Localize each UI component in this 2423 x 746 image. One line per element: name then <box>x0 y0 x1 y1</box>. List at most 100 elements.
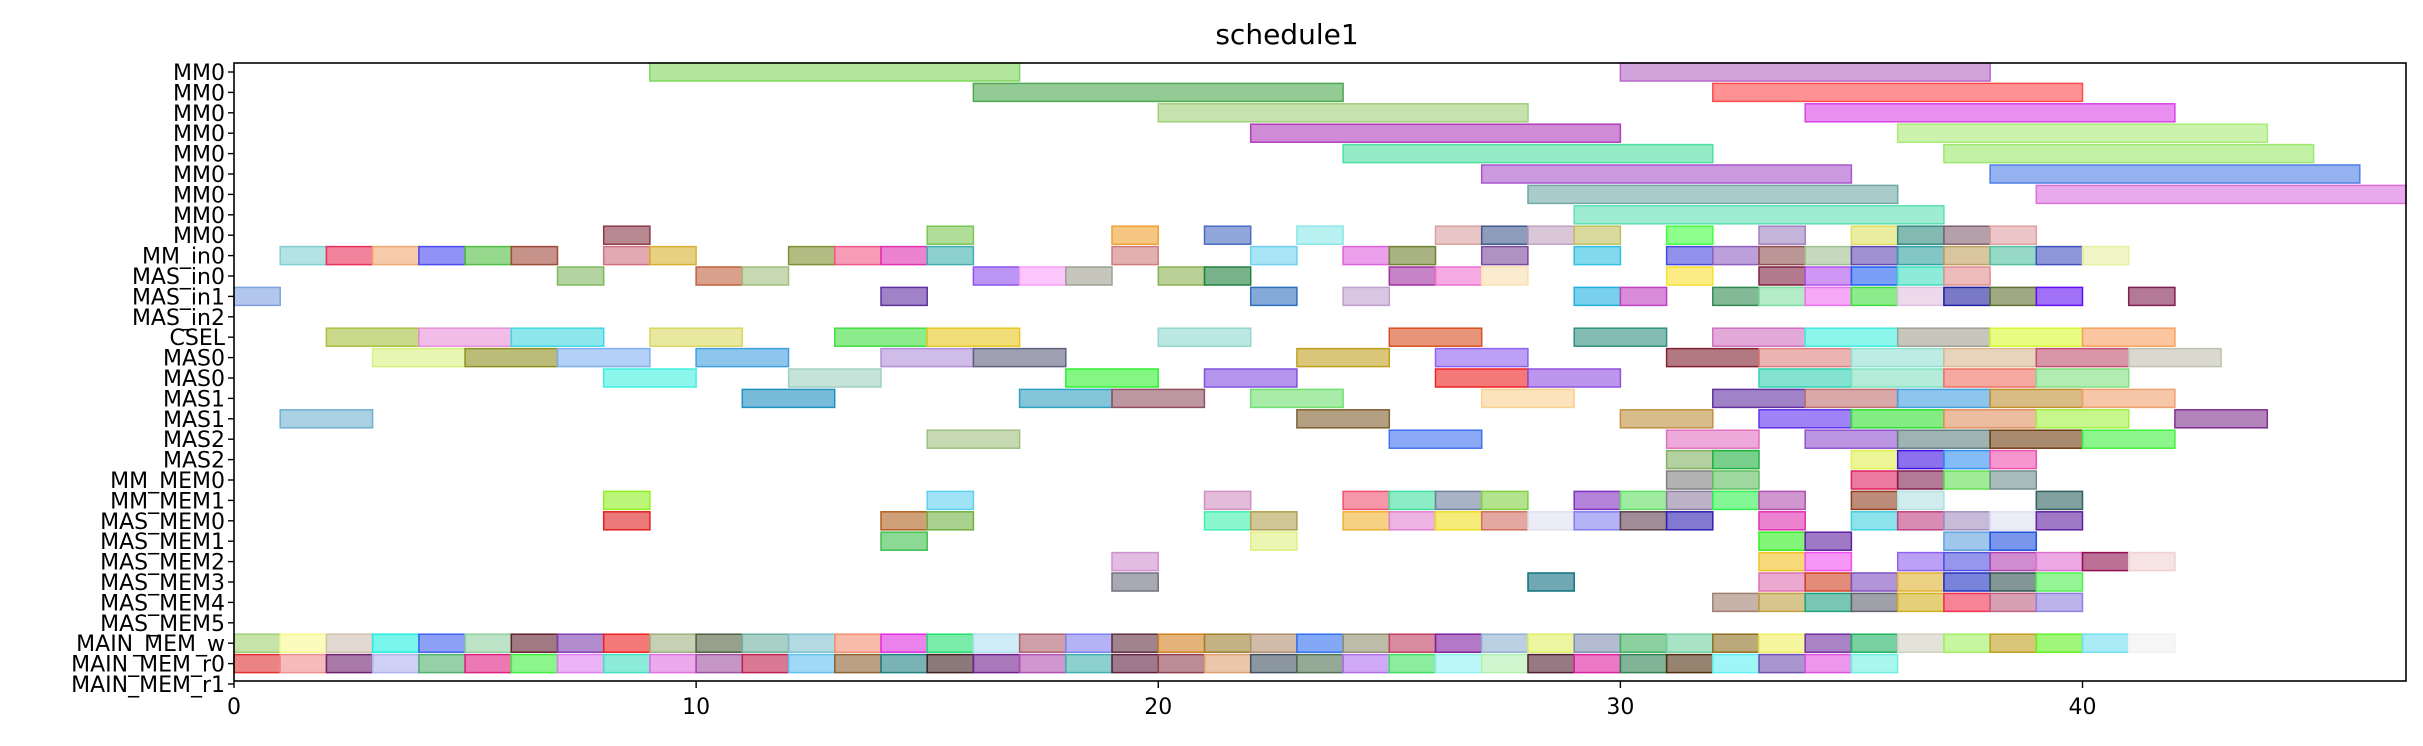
task-bar <box>1850 409 1945 429</box>
task-bar <box>1943 143 2315 164</box>
task-bar <box>1388 429 1483 449</box>
task-bar <box>1157 266 1206 286</box>
task-bar <box>556 653 605 674</box>
y-tick-label: MM_MEM0 <box>110 469 225 494</box>
task-bar <box>1619 633 1668 653</box>
task-bar <box>1434 633 1483 653</box>
task-bar <box>926 225 975 245</box>
task-bar <box>1480 245 1529 266</box>
task-bar <box>1157 633 1206 653</box>
task-bar <box>926 511 975 531</box>
task-bar <box>834 653 882 674</box>
task-bar <box>1619 286 1668 307</box>
task-bar <box>1989 388 2084 409</box>
task-bar <box>1249 511 1298 531</box>
task-bar <box>2035 511 2084 531</box>
task-bar <box>1527 653 1575 674</box>
task-bar <box>2035 490 2084 511</box>
task-bar <box>1850 653 1899 674</box>
task-bar <box>1758 511 1806 531</box>
task-bar <box>418 633 466 653</box>
task-bar <box>1573 490 1622 511</box>
task-bar <box>1018 266 1067 286</box>
task-bar <box>880 511 928 531</box>
task-bar <box>1111 388 1206 409</box>
task-bar <box>1896 592 1945 613</box>
task-bar <box>1111 245 1159 266</box>
task-bar <box>1989 429 2084 449</box>
task-bar <box>1434 347 1529 368</box>
task-bar <box>1203 490 1252 511</box>
task-bar <box>880 245 928 266</box>
task-bar <box>2081 633 2130 653</box>
task-bar <box>1850 592 1899 613</box>
task-bar <box>695 653 744 674</box>
y-tick-label: MM0 <box>173 81 225 106</box>
task-bar <box>2035 633 2084 653</box>
task-bar <box>1989 592 2038 613</box>
task-bar <box>1943 572 1991 592</box>
task-bar <box>649 245 697 266</box>
task-bar <box>1896 245 1945 266</box>
y-tick-label: MM0 <box>173 143 225 168</box>
y-tick-label: MAS_in0 <box>132 265 225 290</box>
task-bar <box>926 490 975 511</box>
task-bar <box>880 347 975 368</box>
task-bar <box>1480 164 1853 184</box>
task-bar <box>1296 653 1344 674</box>
task-bar <box>1573 245 1622 266</box>
task-bar <box>1943 266 1991 286</box>
task-bar <box>2127 286 2176 307</box>
task-bar <box>1896 327 1991 347</box>
y-tick-label: MAS_MEM5 <box>100 612 225 637</box>
task-bar <box>1527 368 1622 388</box>
task-bar <box>2127 633 2176 653</box>
task-bar <box>1850 347 1945 368</box>
task-bar <box>2035 592 2084 613</box>
task-bar <box>1804 286 1853 307</box>
task-bar <box>1758 225 1806 245</box>
task-bar <box>1804 266 1853 286</box>
y-tick-label: CSEL <box>170 326 226 351</box>
task-bar <box>1203 653 1252 674</box>
task-bar <box>1665 633 1714 653</box>
task-bar <box>1573 225 1622 245</box>
task-bar <box>1065 368 1159 388</box>
y-tick-label: MAS0 <box>163 347 225 372</box>
task-bar <box>695 347 790 368</box>
y-tick-label: MM_MEM1 <box>110 489 225 514</box>
task-bar <box>1989 327 2084 347</box>
task-bar <box>1896 511 1945 531</box>
task-bar <box>1758 572 1806 592</box>
task-bar <box>787 653 836 674</box>
x-tick-label: 0 <box>227 695 241 720</box>
task-bar <box>1296 347 1391 368</box>
task-bar <box>1896 266 1945 286</box>
task-bar <box>1896 429 1991 449</box>
y-tick-label: MAS2 <box>163 428 225 453</box>
task-bar <box>1342 633 1391 653</box>
task-bar <box>2174 409 2269 429</box>
task-bar <box>1480 388 1575 409</box>
task-bar <box>1758 286 1806 307</box>
task-bar <box>2035 245 2084 266</box>
task-bar <box>279 633 328 653</box>
task-bar <box>1249 286 1298 307</box>
task-bar <box>279 245 328 266</box>
task-bar <box>1712 592 1760 613</box>
task-bar <box>1480 490 1529 511</box>
task-bar <box>1619 62 1991 82</box>
task-bar <box>1065 653 1113 674</box>
task-bar <box>1388 653 1437 674</box>
task-bar <box>602 511 651 531</box>
task-bar <box>1388 511 1437 531</box>
task-bar <box>510 633 559 653</box>
task-bar <box>1989 449 2038 470</box>
task-bar <box>1388 245 1437 266</box>
task-bar <box>1989 470 2038 490</box>
task-bar <box>1434 368 1529 388</box>
task-bar <box>556 347 651 368</box>
task-bar <box>2035 572 2084 592</box>
y-tick-label: MAS_MEM1 <box>100 530 225 555</box>
task-bar <box>1712 388 1806 409</box>
